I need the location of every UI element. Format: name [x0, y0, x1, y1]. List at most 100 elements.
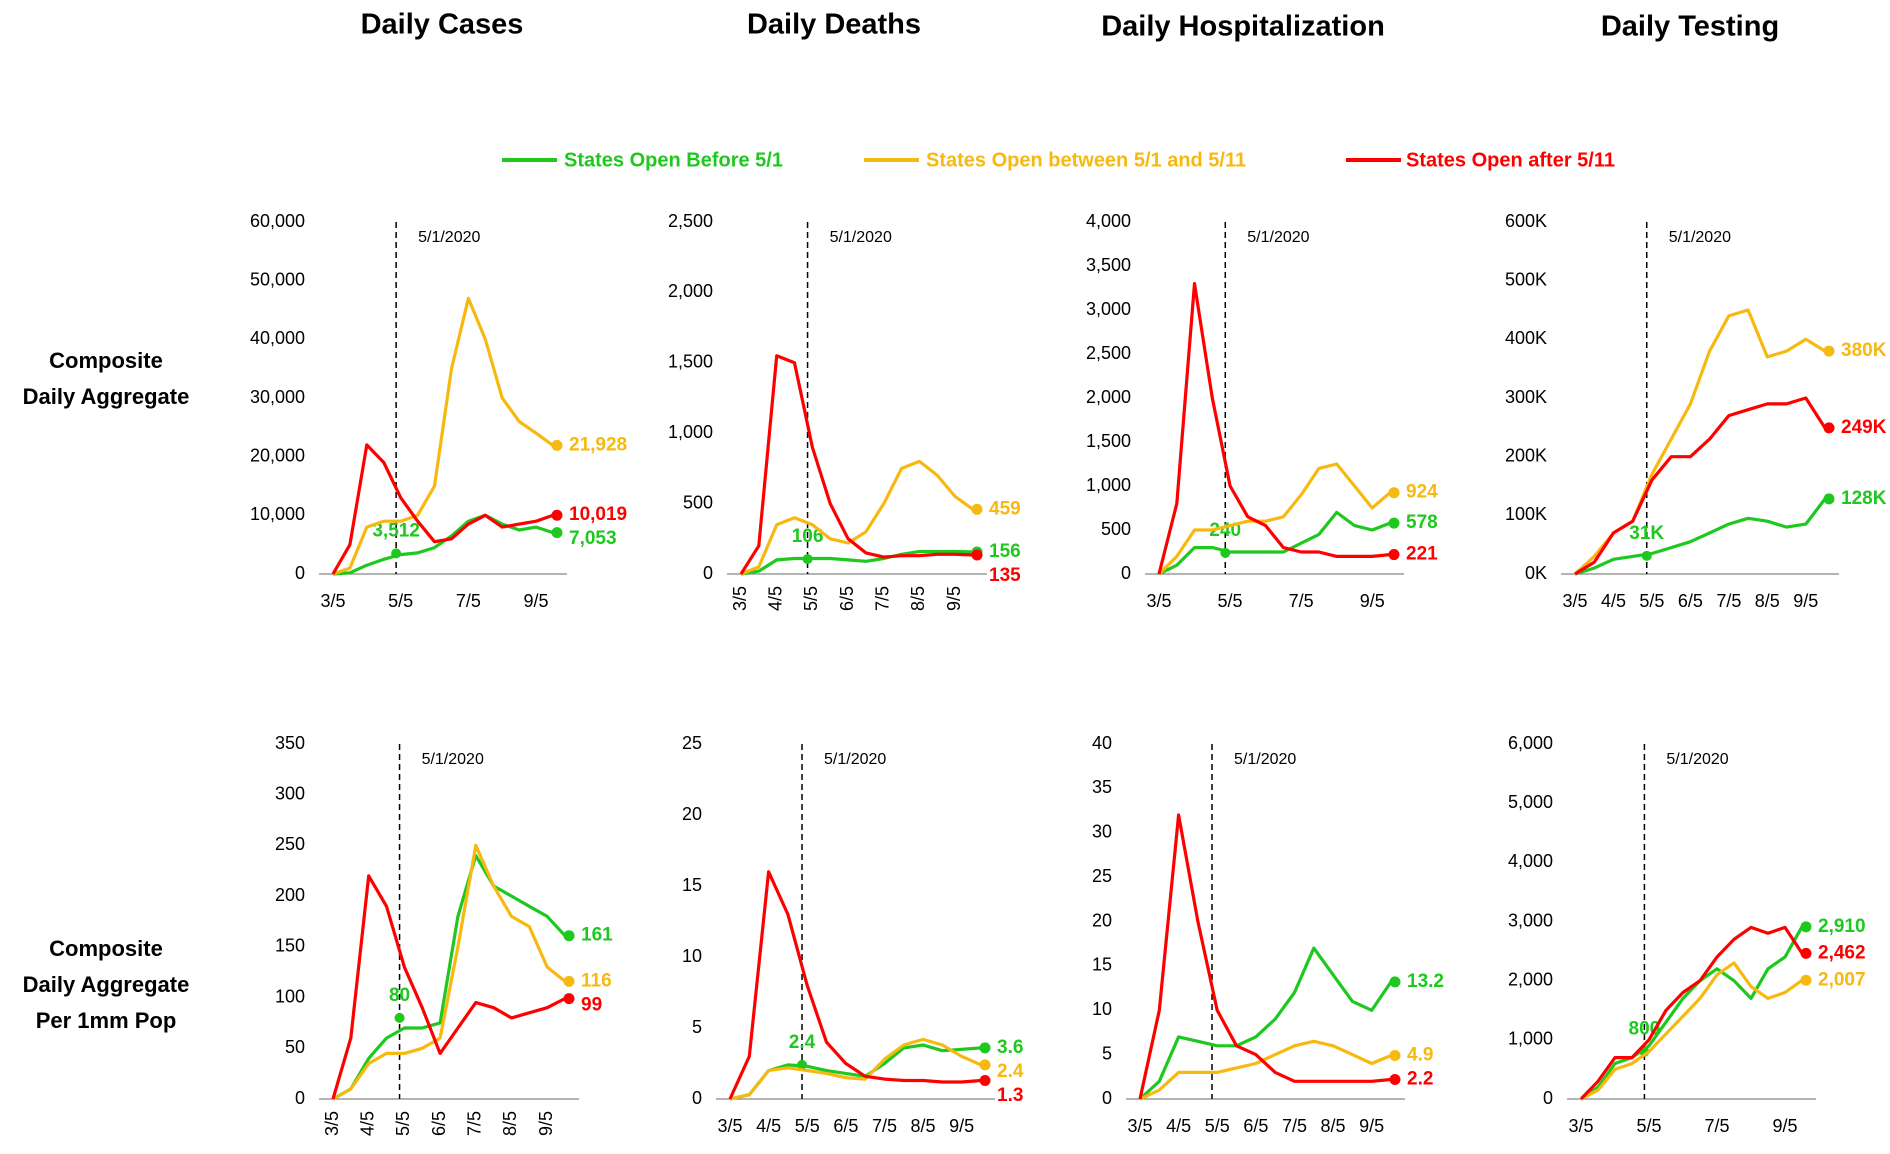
end-label: 3.6 [997, 1037, 1023, 1058]
end-dot [551, 509, 563, 521]
x-tick-label: 8/5 [1755, 591, 1780, 611]
y-tick-label: 25 [1092, 866, 1112, 886]
x-tick-label: 9/5 [949, 1116, 974, 1136]
series-line [1574, 396, 1827, 576]
reference-label: 5/1/2020 [1666, 751, 1728, 768]
series-line [1138, 813, 1392, 1100]
y-tick-label: 20 [1092, 910, 1112, 930]
x-tick-label: 3/5 [1562, 591, 1587, 611]
x-tick-label: 7/5 [872, 1116, 897, 1136]
reference-label: 5/1/2020 [1669, 229, 1731, 246]
y-tick-label: 600K [1505, 211, 1547, 231]
x-tick-label: 9/5 [1360, 591, 1385, 611]
x-tick-label: 4/5 [756, 1116, 781, 1136]
end-label: 7,053 [569, 528, 617, 549]
y-tick-label: 2,000 [1086, 387, 1131, 407]
end-dot [1388, 549, 1400, 561]
x-tick-label: 9/5 [1772, 1116, 1797, 1136]
callout-dot [797, 1059, 808, 1070]
end-dot [971, 549, 983, 561]
end-label: 459 [989, 498, 1021, 519]
y-tick-label: 2,500 [668, 211, 713, 231]
x-tick-label: 5/5 [388, 591, 413, 611]
end-dot [979, 1059, 991, 1071]
series-line [1580, 926, 1804, 1101]
x-tick-label: 6/5 [1243, 1116, 1268, 1136]
end-dot [979, 1075, 991, 1087]
end-label: 2,910 [1818, 916, 1866, 937]
y-tick-label: 400K [1505, 328, 1547, 348]
legend-label: States Open after 5/11 [1406, 149, 1615, 171]
y-tick-label: 100 [275, 986, 305, 1006]
y-tick-label: 15 [682, 875, 702, 895]
callout-dot [1641, 550, 1652, 561]
x-tick-label: 3/5 [322, 1111, 342, 1136]
series-line [1157, 282, 1391, 575]
row-label: Composite [49, 348, 163, 373]
y-tick-label: 3,000 [1508, 910, 1553, 930]
x-tick-label: 9/5 [536, 1111, 556, 1136]
x-tick-label: 4/5 [765, 586, 785, 611]
y-tick-label: 1,000 [1508, 1029, 1553, 1049]
reference-label: 5/1/2020 [422, 751, 484, 768]
y-tick-label: 30 [1092, 822, 1112, 842]
x-tick-label: 7/5 [873, 586, 893, 611]
end-dot [1388, 517, 1400, 529]
x-tick-label: 5/5 [795, 1116, 820, 1136]
reference-label: 5/1/2020 [830, 229, 892, 246]
y-tick-label: 10,000 [250, 504, 305, 524]
y-tick-label: 2,500 [1086, 343, 1131, 363]
y-tick-label: 4,000 [1086, 211, 1131, 231]
callout-label: 2.4 [789, 1032, 816, 1053]
x-tick-label: 7/5 [1716, 591, 1741, 611]
x-tick-label: 6/5 [837, 586, 857, 611]
series-line [729, 1037, 982, 1101]
reference-label: 5/1/2020 [824, 751, 886, 768]
y-tick-label: 0 [295, 563, 305, 583]
series-line [1158, 510, 1391, 576]
end-label: 10,019 [569, 504, 627, 525]
y-tick-label: 50,000 [250, 269, 305, 289]
column-title: Daily Deaths [747, 9, 921, 41]
y-tick-label: 350 [275, 733, 305, 753]
x-tick-label: 5/5 [1218, 591, 1243, 611]
callout-dot [394, 1012, 405, 1023]
x-tick-label: 9/5 [524, 591, 549, 611]
series-line [332, 854, 567, 1101]
reference-label: 5/1/2020 [1234, 751, 1296, 768]
end-dot [1800, 974, 1812, 986]
end-dot [1800, 947, 1812, 959]
x-tick-label: 7/5 [1704, 1116, 1729, 1136]
end-label: 135 [989, 565, 1021, 586]
end-dot [1389, 1073, 1401, 1085]
callout-dot [1220, 547, 1231, 558]
y-tick-label: 0 [295, 1088, 305, 1108]
y-tick-label: 1,000 [1086, 475, 1131, 495]
series-line [1157, 462, 1392, 576]
x-tick-label: 9/5 [1359, 1116, 1384, 1136]
y-tick-label: 0 [1543, 1088, 1553, 1108]
end-dot [1823, 493, 1835, 505]
end-label: 21,928 [569, 434, 627, 455]
end-dot [1389, 1050, 1401, 1062]
x-tick-label: 4/5 [357, 1111, 377, 1136]
callout-dot [391, 548, 402, 559]
end-dot [551, 439, 563, 451]
x-tick-label: 7/5 [1289, 591, 1314, 611]
y-tick-label: 60,000 [250, 211, 305, 231]
end-label: 578 [1406, 512, 1438, 533]
y-tick-label: 200 [275, 885, 305, 905]
end-dot [1388, 487, 1400, 499]
column-title: Daily Hospitalization [1101, 11, 1385, 43]
reference-label: 5/1/2020 [1247, 229, 1309, 246]
end-dot [563, 993, 575, 1005]
x-tick-label: 5/5 [801, 586, 821, 611]
series-line [740, 549, 974, 576]
y-tick-label: 0 [1121, 563, 1131, 583]
x-tick-label: 6/5 [429, 1111, 449, 1136]
end-dot [563, 930, 575, 942]
y-tick-label: 20 [682, 804, 702, 824]
end-label: 2,462 [1818, 942, 1866, 963]
end-label: 2.2 [1407, 1069, 1433, 1090]
series-line [331, 443, 554, 575]
